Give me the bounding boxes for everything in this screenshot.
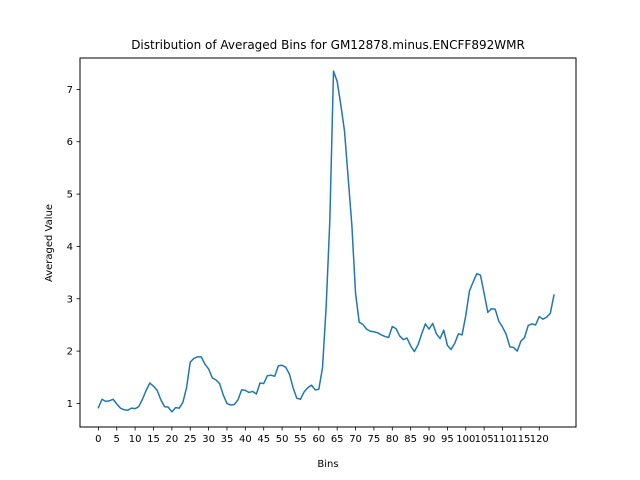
y-tick-label: 1 [67, 399, 73, 410]
x-tick-label: 100 [456, 434, 475, 445]
x-tick-label: 0 [95, 434, 101, 445]
x-tick-label: 50 [276, 434, 289, 445]
y-axis-label: Averaged Value [44, 204, 55, 282]
x-tick-label: 30 [202, 434, 215, 445]
y-tick-label: 3 [67, 294, 73, 305]
x-tick-label: 80 [386, 434, 399, 445]
x-tick-label: 85 [404, 434, 417, 445]
x-tick-label: 40 [239, 434, 252, 445]
x-tick-label: 45 [257, 434, 270, 445]
y-axis: 1 2 3 4 5 6 7 [67, 85, 80, 410]
x-tick-label: 5 [114, 434, 120, 445]
chart-title: Distribution of Averaged Bins for GM1287… [131, 38, 525, 52]
x-tick-label: 15 [147, 434, 160, 445]
series-line-0 [97, 70, 555, 413]
x-axis: 0 5 10 15 20 25 30 35 40 45 50 55 60 65 70 75 80 85 90 95 10… [95, 427, 549, 445]
x-tick-label: 55 [294, 434, 307, 445]
x-tick-label: 115 [511, 434, 530, 445]
axes-frame [79, 57, 577, 428]
y-tick-label: 5 [67, 190, 73, 201]
y-tick-label: 2 [67, 347, 73, 358]
x-tick-label: 65 [331, 434, 344, 445]
x-tick-label: 70 [349, 434, 362, 445]
x-tick-label: 10 [129, 434, 142, 445]
plot-area [97, 70, 555, 413]
x-tick-label: 95 [441, 434, 454, 445]
x-tick-label: 60 [312, 434, 325, 445]
x-tick-label: 105 [475, 434, 494, 445]
x-tick-label: 35 [221, 434, 234, 445]
x-tick-label: 90 [423, 434, 436, 445]
x-tick-label: 25 [184, 434, 197, 445]
x-tick-label: 20 [165, 434, 178, 445]
y-tick-label: 6 [67, 137, 73, 148]
y-tick-label: 4 [67, 242, 73, 253]
x-tick-label: 75 [368, 434, 381, 445]
x-tick-label: 110 [493, 434, 512, 445]
y-tick-label: 7 [67, 85, 73, 96]
x-axis-label: Bins [317, 459, 338, 470]
x-tick-label: 120 [530, 434, 549, 445]
